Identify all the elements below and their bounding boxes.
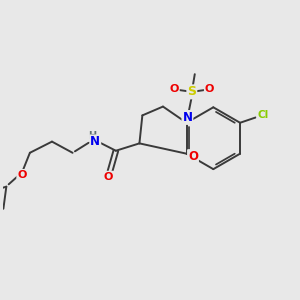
Text: N: N (90, 135, 100, 148)
Text: O: O (205, 84, 214, 94)
Text: O: O (17, 170, 27, 180)
Text: Cl: Cl (257, 110, 269, 120)
Text: N: N (182, 111, 192, 124)
Text: O: O (104, 172, 113, 182)
Text: O: O (188, 150, 198, 163)
Text: S: S (187, 85, 196, 98)
Text: O: O (169, 84, 179, 94)
Text: H: H (88, 131, 96, 141)
